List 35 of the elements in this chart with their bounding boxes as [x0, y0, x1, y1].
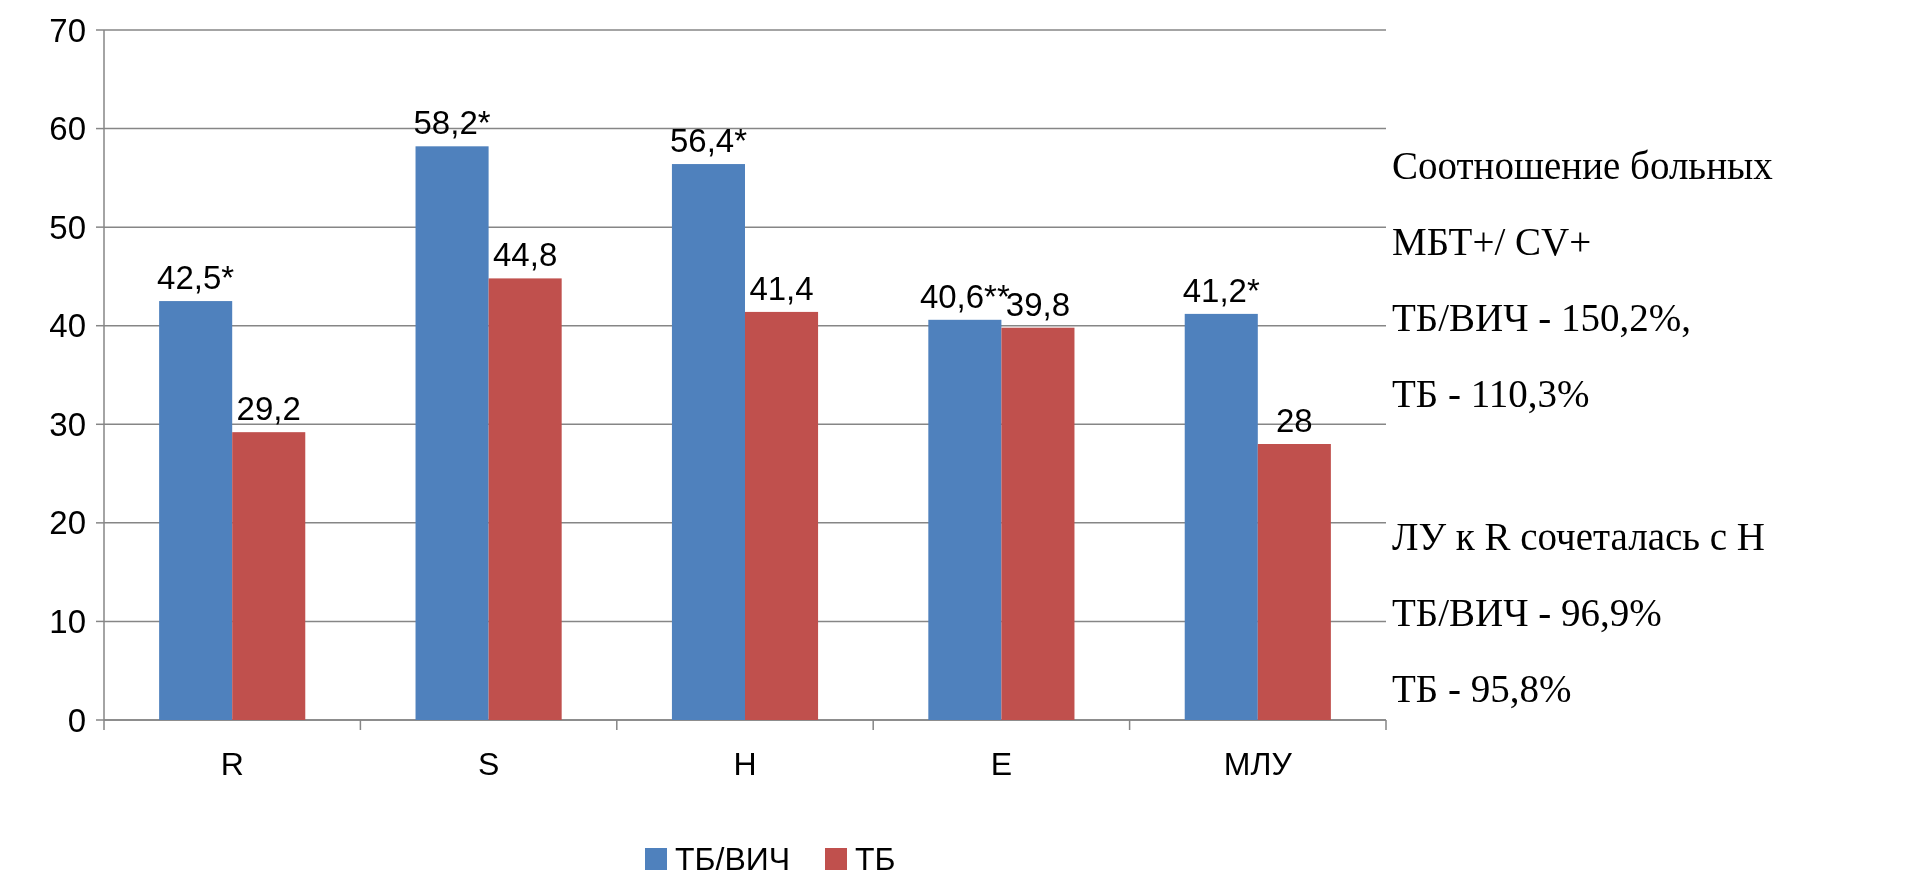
bar — [232, 432, 306, 720]
y-tick-label: 0 — [67, 701, 86, 739]
x-tick-label: Е — [990, 746, 1013, 782]
legend-label: ТБ/ВИЧ — [675, 841, 791, 878]
bar — [928, 319, 1002, 720]
y-tick-label: 50 — [49, 208, 86, 246]
data-label: 41,4 — [749, 269, 814, 307]
y-tick-label: 10 — [49, 602, 86, 640]
legend-label: ТБ — [855, 841, 896, 878]
x-tick-label: R — [220, 746, 244, 782]
y-tick-label: 40 — [49, 307, 86, 345]
data-label: 44,8 — [493, 236, 558, 274]
bar — [488, 278, 562, 720]
text: ЛУ к R сочеталась с Н ТБ/ВИЧ - 96,9% ТБ - 95,8% — [1392, 514, 1766, 710]
bar — [1001, 327, 1075, 720]
y-tick-label: 70 — [49, 11, 86, 49]
x-tick-label: S — [477, 746, 500, 782]
bar — [159, 301, 233, 720]
data-label: 29,2 — [236, 390, 301, 428]
bar — [671, 164, 745, 720]
text: Соотношение больных МБТ+/ CV+ ТБ/ВИЧ - 150,2%, ТБ - 110,3% — [1392, 143, 1774, 415]
bar — [1257, 444, 1331, 720]
data-label: 41,2* — [1182, 271, 1260, 309]
data-label: 56,4* — [669, 122, 748, 160]
y-tick-label: 60 — [49, 110, 86, 148]
y-tick-label: 30 — [49, 405, 86, 443]
data-label: 28 — [1275, 402, 1313, 439]
x-tick-label: Н — [733, 746, 757, 782]
data-label: 42,5* — [157, 259, 235, 297]
bar — [415, 146, 489, 720]
data-label: 58,2* — [413, 104, 491, 142]
bar — [1184, 313, 1258, 720]
x-tick-label: МЛУ — [1223, 746, 1293, 782]
y-tick-label: 20 — [49, 504, 86, 542]
bar — [745, 311, 819, 720]
